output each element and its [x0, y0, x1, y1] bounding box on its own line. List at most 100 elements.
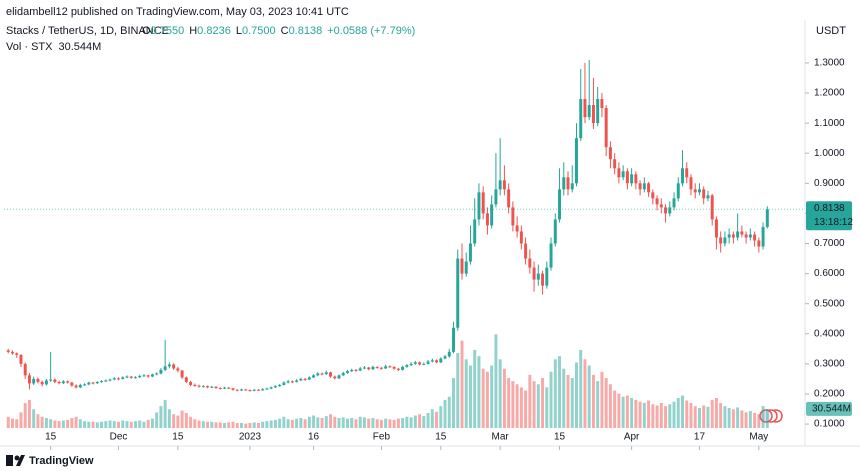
- candle-body: [638, 183, 642, 190]
- candle-body: [27, 375, 31, 384]
- legend-key: L: [236, 25, 242, 37]
- candle-body: [443, 356, 447, 359]
- candle-body: [189, 381, 193, 385]
- candle-body: [23, 363, 27, 376]
- volume-bar: [337, 418, 341, 428]
- candle-body: [515, 225, 519, 232]
- volume-bar: [591, 374, 595, 428]
- volume-bar: [744, 412, 748, 428]
- volume-bar: [180, 410, 184, 428]
- candle-body: [379, 367, 383, 369]
- candle-body: [473, 219, 477, 244]
- y-tick-label: 1.3000: [814, 58, 845, 69]
- legend-value: 0.7550: [151, 25, 185, 37]
- candle-body: [235, 389, 239, 391]
- candle-body: [549, 243, 553, 268]
- candle-body: [617, 168, 621, 178]
- volume-bar: [23, 403, 27, 428]
- candle-body: [176, 368, 180, 371]
- volume-bar: [150, 418, 154, 428]
- candle-body: [261, 389, 265, 391]
- candle-body: [562, 177, 566, 190]
- volume-bar: [121, 420, 125, 428]
- volume-bar: [142, 421, 146, 428]
- volume-bar: [748, 411, 752, 428]
- volume-bar: [731, 409, 735, 428]
- x-tick-label: May: [749, 432, 768, 443]
- y-axis-label: USDT: [816, 25, 846, 37]
- volume-bar: [27, 399, 31, 428]
- volume-bar: [112, 421, 116, 428]
- candle-body: [621, 171, 625, 178]
- volume-legend-value: 30.544M: [58, 41, 101, 53]
- volume-bar: [668, 404, 672, 428]
- candle-body: [541, 273, 545, 286]
- candle-body: [78, 384, 82, 388]
- y-tick-label: 0.3000: [814, 359, 845, 370]
- candle-body: [303, 378, 307, 380]
- volume-bar: [727, 408, 731, 428]
- candle-body: [748, 234, 752, 238]
- candle-body: [426, 361, 430, 364]
- candle-body: [418, 362, 422, 365]
- volume-bar: [685, 400, 689, 428]
- candle-body: [155, 373, 159, 375]
- volume-bar: [541, 378, 545, 428]
- volume-bar: [66, 419, 70, 428]
- candle-body: [409, 363, 413, 366]
- volume-bar: [19, 412, 23, 428]
- candle-body: [36, 378, 40, 382]
- candle-body: [392, 366, 396, 369]
- volume-bar: [210, 421, 214, 428]
- volume-bar: [659, 403, 663, 428]
- volume-bar: [295, 418, 299, 428]
- legend-key: H: [189, 25, 197, 37]
- volume-bar: [570, 378, 574, 428]
- volume-bar: [392, 419, 396, 428]
- y-tick-label: 1.1000: [814, 118, 845, 129]
- volume-bar: [117, 421, 120, 428]
- volume-bar: [320, 418, 324, 428]
- candle-body: [320, 373, 324, 375]
- candle-body: [218, 387, 222, 389]
- candle-body: [193, 384, 197, 386]
- x-tick-label: 16: [308, 432, 320, 443]
- volume-bar: [502, 368, 506, 428]
- volume-bar: [452, 378, 455, 428]
- x-tick-label: 15: [172, 432, 184, 443]
- y-tick-label: 0.7000: [814, 238, 845, 249]
- volume-bar: [642, 403, 646, 428]
- volume-bar: [655, 405, 659, 428]
- volume-bar: [184, 413, 188, 428]
- volume-bar: [163, 399, 167, 428]
- volume-bar: [689, 403, 693, 428]
- candle-body: [10, 351, 14, 354]
- volume-bar: [608, 384, 612, 428]
- y-tick-label: 1.2000: [814, 88, 845, 99]
- publisher: elidambell12 published on TradingView.co…: [6, 6, 349, 18]
- candle-body: [252, 389, 256, 391]
- volume-bar: [57, 421, 61, 428]
- volume-bar: [350, 418, 354, 428]
- volume-bar: [227, 422, 231, 428]
- candle-body: [163, 366, 167, 370]
- volume-bar: [189, 416, 193, 428]
- volume-bar: [133, 421, 137, 428]
- candle-body: [625, 171, 629, 184]
- candle-body: [133, 377, 137, 379]
- candle-body: [346, 371, 349, 373]
- candle-body: [341, 372, 345, 376]
- volume-bar: [256, 423, 260, 428]
- candle-body: [129, 376, 133, 378]
- x-tick-label: 2023: [239, 432, 262, 443]
- candle-body: [358, 368, 362, 371]
- candle-body: [723, 237, 727, 244]
- candle-body: [87, 382, 91, 385]
- volume-bar: [269, 420, 273, 428]
- volume-bar: [430, 409, 434, 428]
- volume-bar: [676, 398, 680, 428]
- volume-bar: [341, 417, 345, 428]
- volume-bar: [617, 393, 621, 428]
- volume-bar: [413, 415, 417, 428]
